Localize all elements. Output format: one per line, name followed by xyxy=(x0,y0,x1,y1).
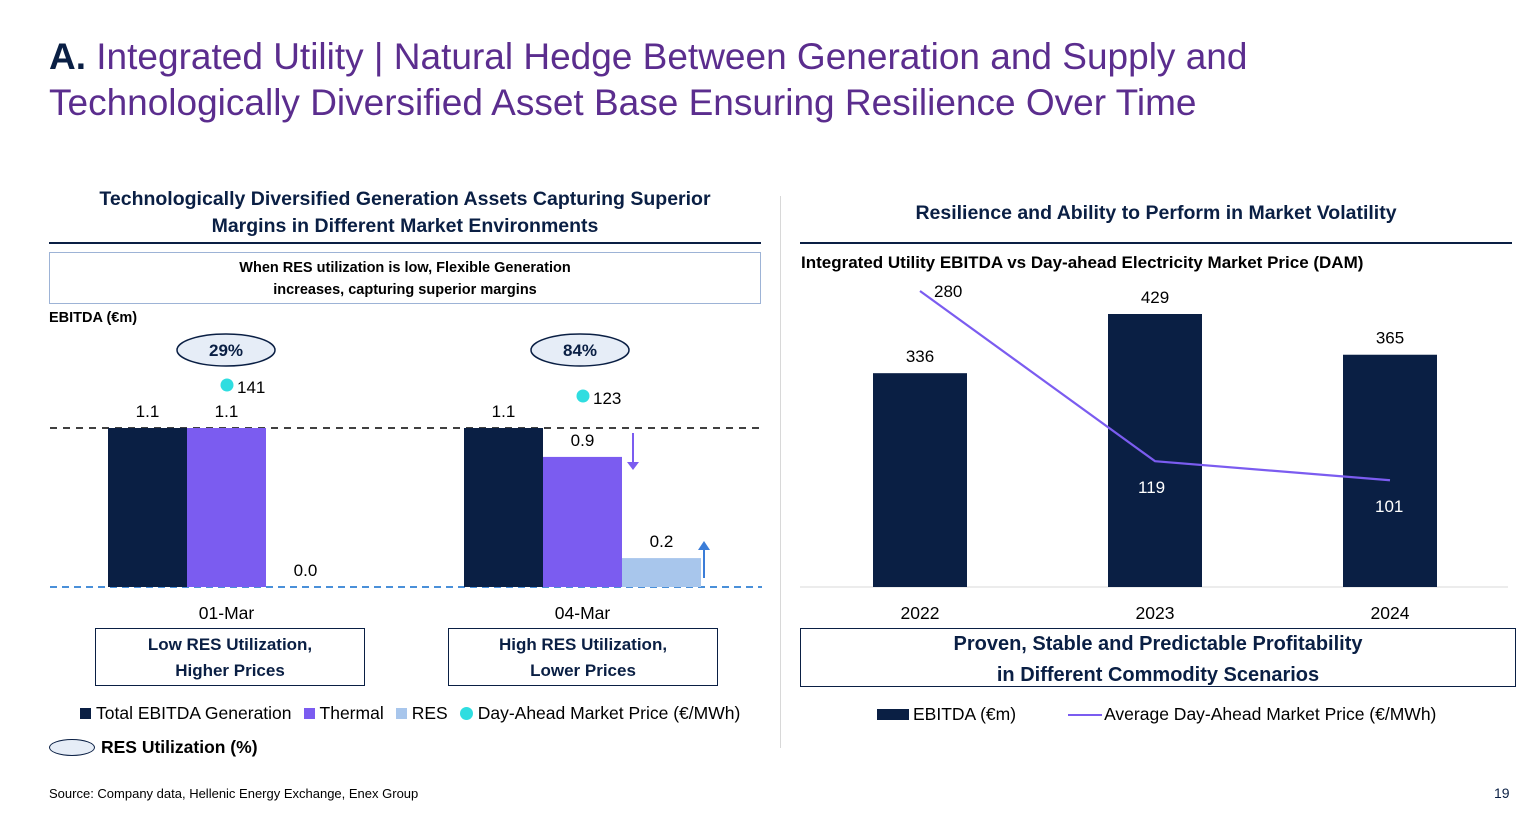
note-line1: When RES utilization is low, Flexible Ge… xyxy=(239,260,571,276)
x-tick-label: 2022 xyxy=(901,603,940,623)
data-label: 0.2 xyxy=(650,532,674,551)
scenario-high-line1: High RES Utilization, xyxy=(498,635,668,654)
bar-thermal-04-Mar xyxy=(543,456,622,587)
bar-res-04-Mar xyxy=(622,558,701,587)
legend-res-swatch xyxy=(395,708,407,719)
panel-divider xyxy=(780,196,781,748)
data-label: 365 xyxy=(1376,329,1404,348)
scenario-low-line2: Higher Prices xyxy=(175,661,285,680)
avg-dam-label: 119 xyxy=(1138,478,1165,497)
res-utilization-ellipse xyxy=(176,333,276,367)
arrow-up-icon xyxy=(698,541,710,550)
dam-price-label: 141 xyxy=(237,378,265,397)
data-label: 1.1 xyxy=(136,402,160,421)
scenario-box-low-res: Low RES Utilization, Higher Prices xyxy=(95,628,365,686)
right-chart-subtitle: Integrated Utility EBITDA vs Day-ahead E… xyxy=(801,253,1364,272)
left-chart: 1.1 1.1 0.0 01-Mar 141 29% 1.1 0.9 0.2 04-Mar 123 8… xyxy=(50,333,762,623)
legend-ebitda: EBITDA (€m) xyxy=(877,704,1016,725)
x-tick-label: 2024 xyxy=(1371,603,1410,623)
legend-thermal-swatch xyxy=(303,708,315,719)
bar-total-ebitda-generation-01-Mar xyxy=(108,428,187,587)
scenario-right-line2: in Different Commodity Scenarios xyxy=(996,664,1320,686)
x-tick-label: 2023 xyxy=(1136,603,1175,623)
right-panel-title: Resilience and Ability to Perform in Mar… xyxy=(915,202,1397,224)
scenario-box-right: Proven, Stable and Predictable Profitabi… xyxy=(800,628,1516,687)
left-panel-rule xyxy=(49,242,761,244)
left-legend: Total EBITDA Generation Thermal RES Day-… xyxy=(80,703,752,724)
legend-total: Total EBITDA Generation xyxy=(80,703,292,724)
legend-avg-dam: Average Day-Ahead Market Price (€/MWh) xyxy=(1068,704,1436,725)
data-label: 429 xyxy=(1141,288,1169,307)
dam-price-label: 123 xyxy=(593,389,621,408)
section-prefix: A. xyxy=(49,36,86,77)
data-label: 0.9 xyxy=(571,431,595,450)
right-chart: 336 2022 429 2023 365 2024 280 119 101 xyxy=(800,282,1508,623)
scenario-high-line2: Lower Prices xyxy=(530,661,636,680)
bar-ebitda-2024 xyxy=(1343,354,1437,587)
legend-utilization-swatch xyxy=(49,739,95,756)
res-utilization-ellipse xyxy=(530,333,630,367)
title-text: Integrated Utility | Natural Hedge Betwe… xyxy=(49,36,1248,123)
x-tick-label: 01-Mar xyxy=(199,603,255,623)
x-tick-label: 04-Mar xyxy=(555,603,611,623)
left-panel-title-line1: Technologically Diversified Generation A… xyxy=(99,188,711,210)
avg-dam-line xyxy=(919,290,1391,482)
dam-price-point xyxy=(576,389,590,403)
page-number: 19 xyxy=(1494,785,1510,801)
note-box: When RES utilization is low, Flexible Ge… xyxy=(49,252,761,304)
legend-ebitda-swatch xyxy=(877,709,909,720)
legend-dam: Day-Ahead Market Price (€/MWh) xyxy=(459,703,740,724)
avg-dam-label: 101 xyxy=(1375,497,1403,516)
page-title: A. Integrated Utility | Natural Hedge Be… xyxy=(49,34,1489,126)
res-utilization-label: 84% xyxy=(563,341,597,360)
scenario-low-line1: Low RES Utilization, xyxy=(147,635,313,654)
left-legend-utilization: RES Utilization (%) xyxy=(49,737,258,758)
avg-dam-label: 280 xyxy=(934,282,962,301)
data-label: 1.1 xyxy=(492,402,516,421)
legend-thermal: Thermal xyxy=(303,703,384,724)
res-utilization-label: 29% xyxy=(209,341,243,360)
scenario-right-line1: Proven, Stable and Predictable Profitabi… xyxy=(953,633,1363,655)
source-note: Source: Company data, Hellenic Energy Ex… xyxy=(49,786,419,801)
legend-dam-swatch xyxy=(459,707,473,720)
right-panel-rule xyxy=(800,242,1512,244)
left-panel-title-line2: Margins in Different Market Environments xyxy=(211,215,599,237)
bar-ebitda-2022 xyxy=(873,373,967,587)
left-panel-title: Technologically Diversified Generation A… xyxy=(49,186,761,240)
legend-res: RES xyxy=(395,703,448,724)
data-label: 336 xyxy=(906,347,934,366)
arrow-down-icon xyxy=(627,462,639,470)
bar-ebitda-2023 xyxy=(1108,314,1202,587)
bar-total-ebitda-generation-04-Mar xyxy=(464,428,543,587)
data-label: 0.0 xyxy=(294,561,318,580)
dam-price-point xyxy=(220,378,234,392)
legend-total-swatch xyxy=(80,708,91,719)
right-legend: EBITDA (€m) Average Day-Ahead Market Pri… xyxy=(877,704,1448,725)
left-ylabel: EBITDA (€m) xyxy=(49,310,138,326)
data-label: 1.1 xyxy=(215,402,239,421)
bar-thermal-01-Mar xyxy=(187,428,266,587)
legend-avg-dam-swatch xyxy=(1068,713,1103,716)
note-line2: increases, capturing superior margins xyxy=(273,282,537,298)
legend-utilization-label: RES Utilization (%) xyxy=(101,737,258,757)
scenario-box-high-res: High RES Utilization, Lower Prices xyxy=(448,628,718,686)
